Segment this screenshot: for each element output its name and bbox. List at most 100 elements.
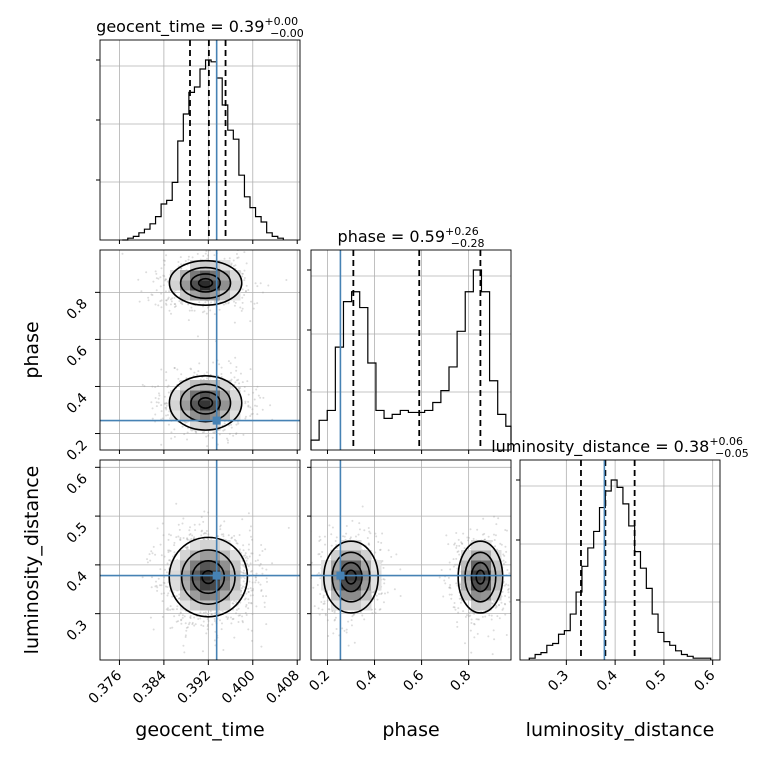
contour-level-2 [331, 551, 371, 603]
scatter-point [231, 602, 234, 605]
scatter-point [198, 301, 201, 304]
scatter-point [165, 303, 168, 306]
scatter-point [163, 402, 166, 405]
scatter-point [245, 592, 248, 595]
scatter-point [492, 533, 495, 536]
scatter-point [381, 560, 384, 563]
scatter-point [399, 568, 402, 571]
scatter-point [256, 413, 259, 416]
scatter-point [181, 303, 184, 306]
density-cell [200, 380, 211, 391]
scatter-point [188, 529, 191, 532]
scatter-point [148, 553, 151, 556]
density-cell [170, 270, 181, 281]
histogram-phase [310, 269, 512, 450]
scatter-point [247, 598, 250, 601]
density-cell [491, 580, 502, 591]
scatter-point [198, 362, 201, 365]
scatter-point [193, 616, 196, 619]
scatter-point [178, 597, 181, 600]
density-cell [200, 580, 211, 591]
scatter-point [244, 572, 247, 575]
scatter-point [154, 553, 157, 556]
scatter-point [503, 602, 506, 605]
scatter-point [241, 275, 244, 278]
contour-level-1 [168, 259, 243, 306]
title-plus: +0.06 [709, 435, 743, 448]
scatter-point [165, 608, 168, 611]
scatter-point [229, 371, 232, 374]
density-cell [200, 410, 211, 421]
scatter-point [166, 607, 169, 610]
scatter-point [247, 601, 250, 604]
scatter-point [173, 435, 176, 438]
scatter-point [334, 540, 337, 543]
scatter-point [150, 550, 153, 553]
scatter-point [448, 593, 451, 596]
histogram-geocent_time [122, 59, 284, 241]
scatter-point [245, 604, 248, 607]
scatter-point [238, 614, 241, 617]
density-cell [481, 600, 492, 611]
density-cell [190, 280, 201, 291]
scatter-point [265, 595, 268, 598]
scatter-point [247, 512, 250, 515]
scatter-point [368, 543, 371, 546]
density-cell [200, 560, 211, 571]
scatter-point [237, 614, 240, 617]
title-main: phase = 0.59 [338, 227, 445, 246]
density-cell [210, 270, 221, 281]
scatter-point [141, 383, 144, 386]
density-cell [170, 410, 181, 421]
scatter-point [227, 302, 230, 305]
scatter-point [470, 622, 473, 625]
scatter-point [455, 532, 458, 535]
scatter-point [254, 576, 257, 579]
scatter-point [169, 303, 172, 306]
density-cell [341, 540, 352, 551]
scatter-point [235, 609, 238, 612]
scatter-point [259, 562, 262, 565]
scatter-point [476, 528, 479, 531]
density-cell [220, 290, 231, 301]
scatter-point [166, 280, 169, 283]
scatter-point [455, 557, 458, 560]
scatter-point [448, 561, 451, 564]
scatter-point [255, 579, 258, 582]
y-axis-label-phase: phase [21, 321, 43, 378]
scatter-point [317, 553, 320, 556]
scatter-point [155, 405, 158, 408]
scatter-point [180, 373, 183, 376]
x-tick-label: 0.392 [174, 668, 214, 708]
density-cell [471, 550, 482, 561]
scatter-point [219, 525, 222, 528]
scatter-point [199, 611, 202, 614]
density-cell [190, 410, 201, 421]
scatter-point [326, 619, 329, 622]
scatter-point [163, 275, 166, 278]
x-tick-label: 0.376 [86, 667, 126, 707]
x-tick-label: 0.384 [130, 667, 170, 707]
scatter-point [387, 549, 390, 552]
density-cell [180, 400, 191, 411]
scatter-point [177, 377, 180, 380]
scatter-point [239, 601, 242, 604]
scatter-point [167, 609, 170, 612]
scatter-point [165, 401, 168, 404]
scatter-point [322, 594, 325, 597]
scatter-point [363, 529, 366, 532]
scatter-point [242, 569, 245, 572]
scatter-point [202, 624, 205, 627]
scatter-point [185, 377, 188, 380]
scatter-point [217, 454, 219, 456]
scatter-point [175, 595, 178, 598]
scatter-point [206, 257, 209, 260]
density-cell [210, 540, 221, 551]
scatter-point [260, 543, 263, 546]
density-cell [210, 410, 221, 421]
density-cell [200, 590, 211, 601]
scatter-point [380, 541, 383, 544]
scatter-point [322, 596, 325, 599]
x-tick-label: 0.8 [447, 668, 474, 695]
scatter-point [207, 511, 210, 514]
